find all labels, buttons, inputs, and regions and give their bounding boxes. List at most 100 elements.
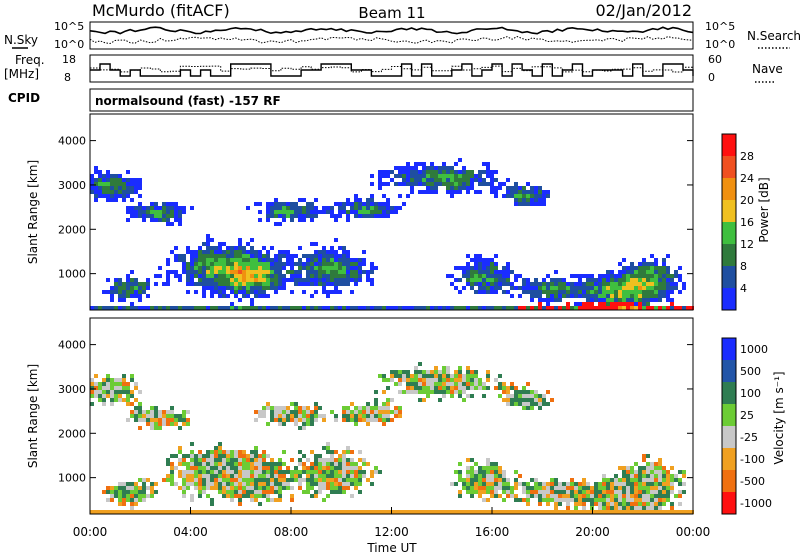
heatmap-cell [470, 494, 474, 498]
heatmap-cell [226, 482, 230, 486]
heatmap-cell [430, 386, 434, 390]
heatmap-cell [598, 298, 602, 302]
heatmap-cell [570, 490, 574, 494]
heatmap-cell [318, 474, 322, 478]
heatmap-cell [250, 466, 254, 470]
heatmap-cell [678, 266, 682, 270]
heatmap-cell [602, 274, 606, 278]
heatmap-cell [394, 174, 398, 178]
heatmap-cell [190, 266, 194, 270]
heatmap-cell [398, 410, 402, 414]
heatmap-cell [306, 486, 310, 490]
heatmap-cell [674, 494, 678, 498]
heatmap-cell [666, 486, 670, 490]
heatmap-cell [434, 390, 438, 394]
heatmap-cell [226, 286, 230, 290]
heatmap-cell [346, 510, 350, 514]
heatmap-cell [370, 202, 374, 206]
heatmap-cell [190, 474, 194, 478]
heatmap-cell [626, 266, 630, 270]
heatmap-cell [378, 418, 382, 422]
heatmap-cell [242, 510, 246, 514]
heatmap-cell [242, 270, 246, 274]
heatmap-cell [110, 182, 114, 186]
heatmap-cell [242, 266, 246, 270]
heatmap-cell [214, 258, 218, 262]
heatmap-cell [458, 390, 462, 394]
heatmap-cell [638, 494, 642, 498]
x-tick-label: 16:00 [475, 525, 510, 539]
heatmap-cell [378, 306, 382, 310]
heatmap-cell [170, 222, 174, 226]
heatmap-cell [422, 370, 426, 374]
heatmap-cell [634, 478, 638, 482]
heatmap-cell [650, 462, 654, 466]
heatmap-cell [470, 458, 474, 462]
heatmap-cell [390, 418, 394, 422]
heatmap-cell [398, 390, 402, 394]
heatmap-cell [646, 502, 650, 506]
heatmap-cell [146, 510, 150, 514]
heatmap-cell [234, 454, 238, 458]
heatmap-cell [418, 510, 422, 514]
heatmap-cell [150, 410, 154, 414]
heatmap-cell [154, 406, 158, 410]
heatmap-cell [526, 282, 530, 286]
heatmap-cell [526, 290, 530, 294]
heatmap-cell [334, 278, 338, 282]
freq-label: Freq. [15, 53, 45, 67]
heatmap-cell [130, 402, 134, 406]
heatmap-cell [282, 470, 286, 474]
heatmap-cell [662, 270, 666, 274]
heatmap-cell [310, 278, 314, 282]
heatmap-cell [630, 482, 634, 486]
heatmap-cell [678, 510, 682, 514]
heatmap-cell [686, 510, 690, 514]
heatmap-cell [226, 462, 230, 466]
heatmap-cell [202, 254, 206, 258]
heatmap-cell [150, 214, 154, 218]
heatmap-cell [342, 478, 346, 482]
heatmap-cell [134, 490, 138, 494]
beam-title: Beam 11 [358, 4, 425, 22]
heatmap-cell [290, 270, 294, 274]
heatmap-cell [514, 394, 518, 398]
heatmap-cell [342, 406, 346, 410]
heatmap-cell [522, 482, 526, 486]
heatmap-cell [186, 270, 190, 274]
heatmap-cell [590, 282, 594, 286]
heatmap-cell [630, 274, 634, 278]
heatmap-cell [338, 254, 342, 258]
heatmap-cell [414, 306, 418, 310]
heatmap-cell [362, 270, 366, 274]
heatmap-cell [214, 474, 218, 478]
heatmap-cell [518, 286, 522, 290]
heatmap-cell [562, 510, 566, 514]
heatmap-cell [522, 394, 526, 398]
heatmap-cell [498, 482, 502, 486]
heatmap-cell [650, 290, 654, 294]
heatmap-cell [122, 486, 126, 490]
heatmap-cell [218, 278, 222, 282]
heatmap-cell [526, 502, 530, 506]
heatmap-cell [126, 306, 130, 310]
heatmap-cell [358, 406, 362, 410]
heatmap-cell [566, 286, 570, 290]
heatmap-cell [242, 262, 246, 266]
heatmap-cell [122, 186, 126, 190]
heatmap-cell [246, 510, 250, 514]
heatmap-cell [398, 206, 402, 210]
heatmap-cell [338, 274, 342, 278]
nave-label: Nave [752, 62, 783, 76]
heatmap-cell [490, 174, 494, 178]
heatmap-cell [278, 410, 282, 414]
heatmap-cell [678, 478, 682, 482]
heatmap-cell [486, 482, 490, 486]
heatmap-cell [414, 166, 418, 170]
heatmap-cell [150, 218, 154, 222]
heatmap-cell [430, 174, 434, 178]
heatmap-cell [138, 206, 142, 210]
heatmap-cell [198, 494, 202, 498]
heatmap-cell [354, 282, 358, 286]
heatmap-cell [630, 286, 634, 290]
